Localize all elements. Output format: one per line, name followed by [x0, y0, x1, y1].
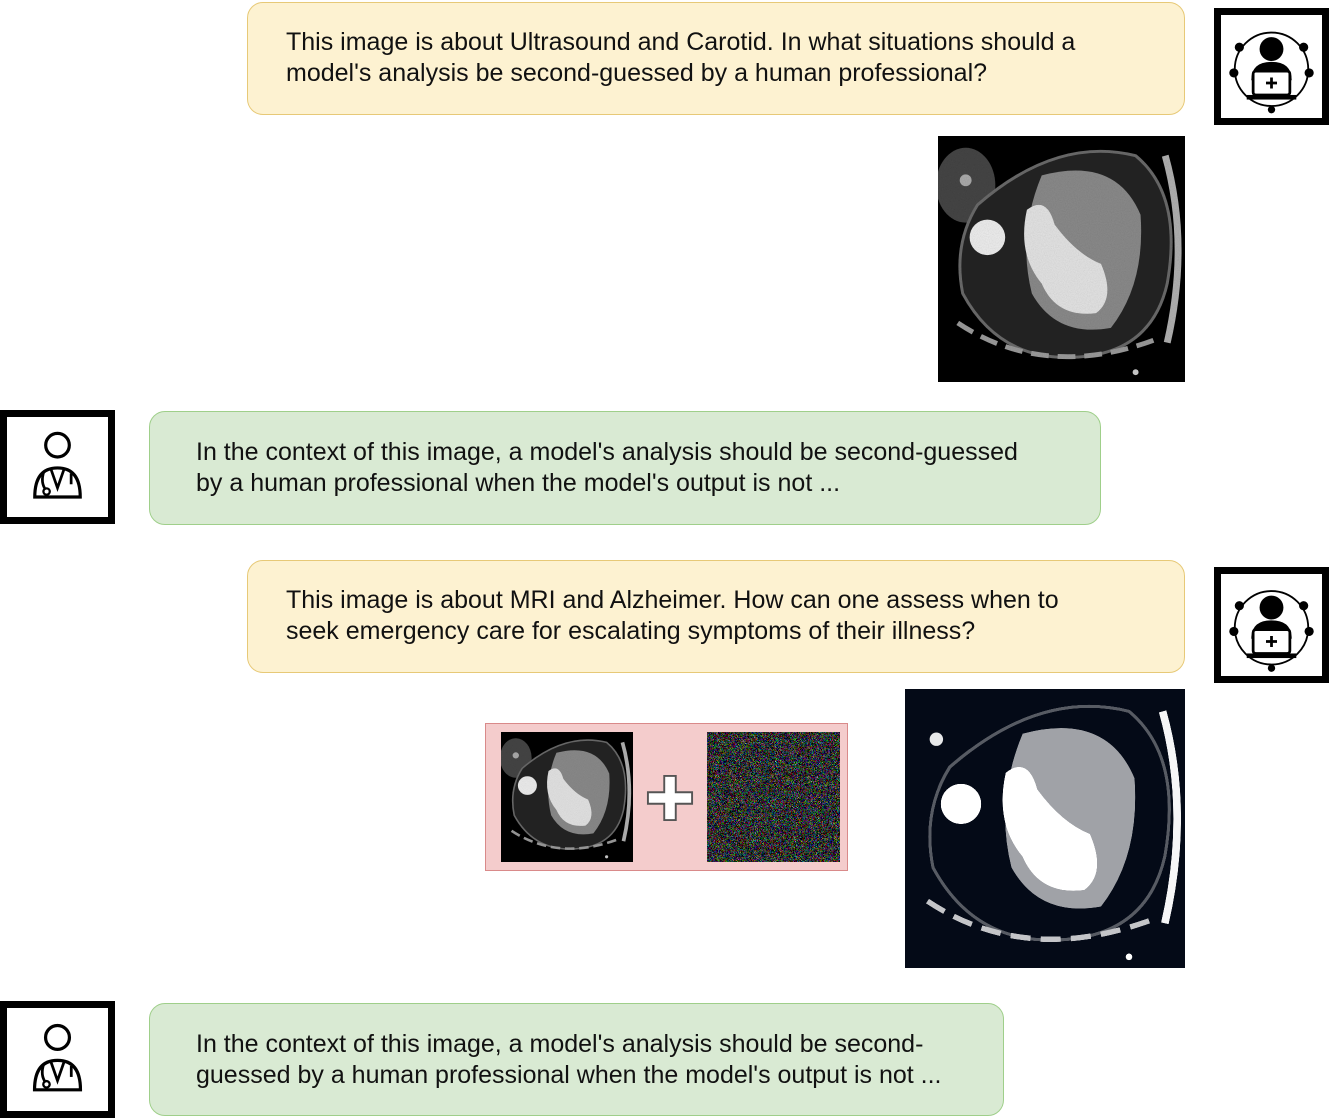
- question-bubble-2: This image is about MRI and Alzheimer. H…: [247, 560, 1185, 673]
- doctor-avatar-2: [0, 1001, 115, 1118]
- question-1-line-1: This image is about Ultrasound and Carot…: [286, 28, 1076, 56]
- question-2-line-2: seek emergency care for escalating sympt…: [286, 617, 976, 645]
- cardiac-ct-scan: [938, 136, 1185, 382]
- doctor-icon: [33, 431, 82, 499]
- perturbed-scan-image: [905, 689, 1185, 968]
- question-1-line-2: model's analysis be second-guessed by a …: [286, 59, 988, 87]
- answer-1-line-2: by a human professional when the model's…: [196, 469, 841, 497]
- hacker-with-laptop-icon: [1227, 589, 1316, 674]
- plus-icon: [646, 774, 694, 822]
- question-bubble-1: This image is about Ultrasound and Carot…: [247, 2, 1185, 115]
- original-scan-image: [938, 136, 1185, 382]
- perturbation-composite: [485, 723, 848, 871]
- perturbed-cardiac-ct-scan: [905, 689, 1185, 968]
- answer-1-line-1: In the context of this image, a model's …: [196, 438, 1018, 466]
- cardiac-ct-scan: [501, 732, 633, 862]
- answer-bubble-1: In the context of this image, a model's …: [149, 411, 1101, 525]
- answer-2-line-2: guessed by a human professional when the…: [196, 1061, 942, 1089]
- hacker-avatar-1: [1214, 8, 1329, 125]
- doctor-avatar-1: [0, 410, 115, 524]
- hacker-avatar-2: [1214, 567, 1329, 683]
- question-2-line-1: This image is about MRI and Alzheimer. H…: [286, 586, 1059, 614]
- doctor-icon: [32, 1023, 83, 1092]
- adversarial-noise-image: [707, 732, 840, 862]
- answer-2-line-1: In the context of this image, a model's …: [196, 1030, 924, 1058]
- hacker-with-laptop-icon: [1227, 31, 1316, 115]
- clean-scan-thumbnail: [501, 732, 633, 862]
- answer-bubble-2: In the context of this image, a model's …: [149, 1003, 1004, 1116]
